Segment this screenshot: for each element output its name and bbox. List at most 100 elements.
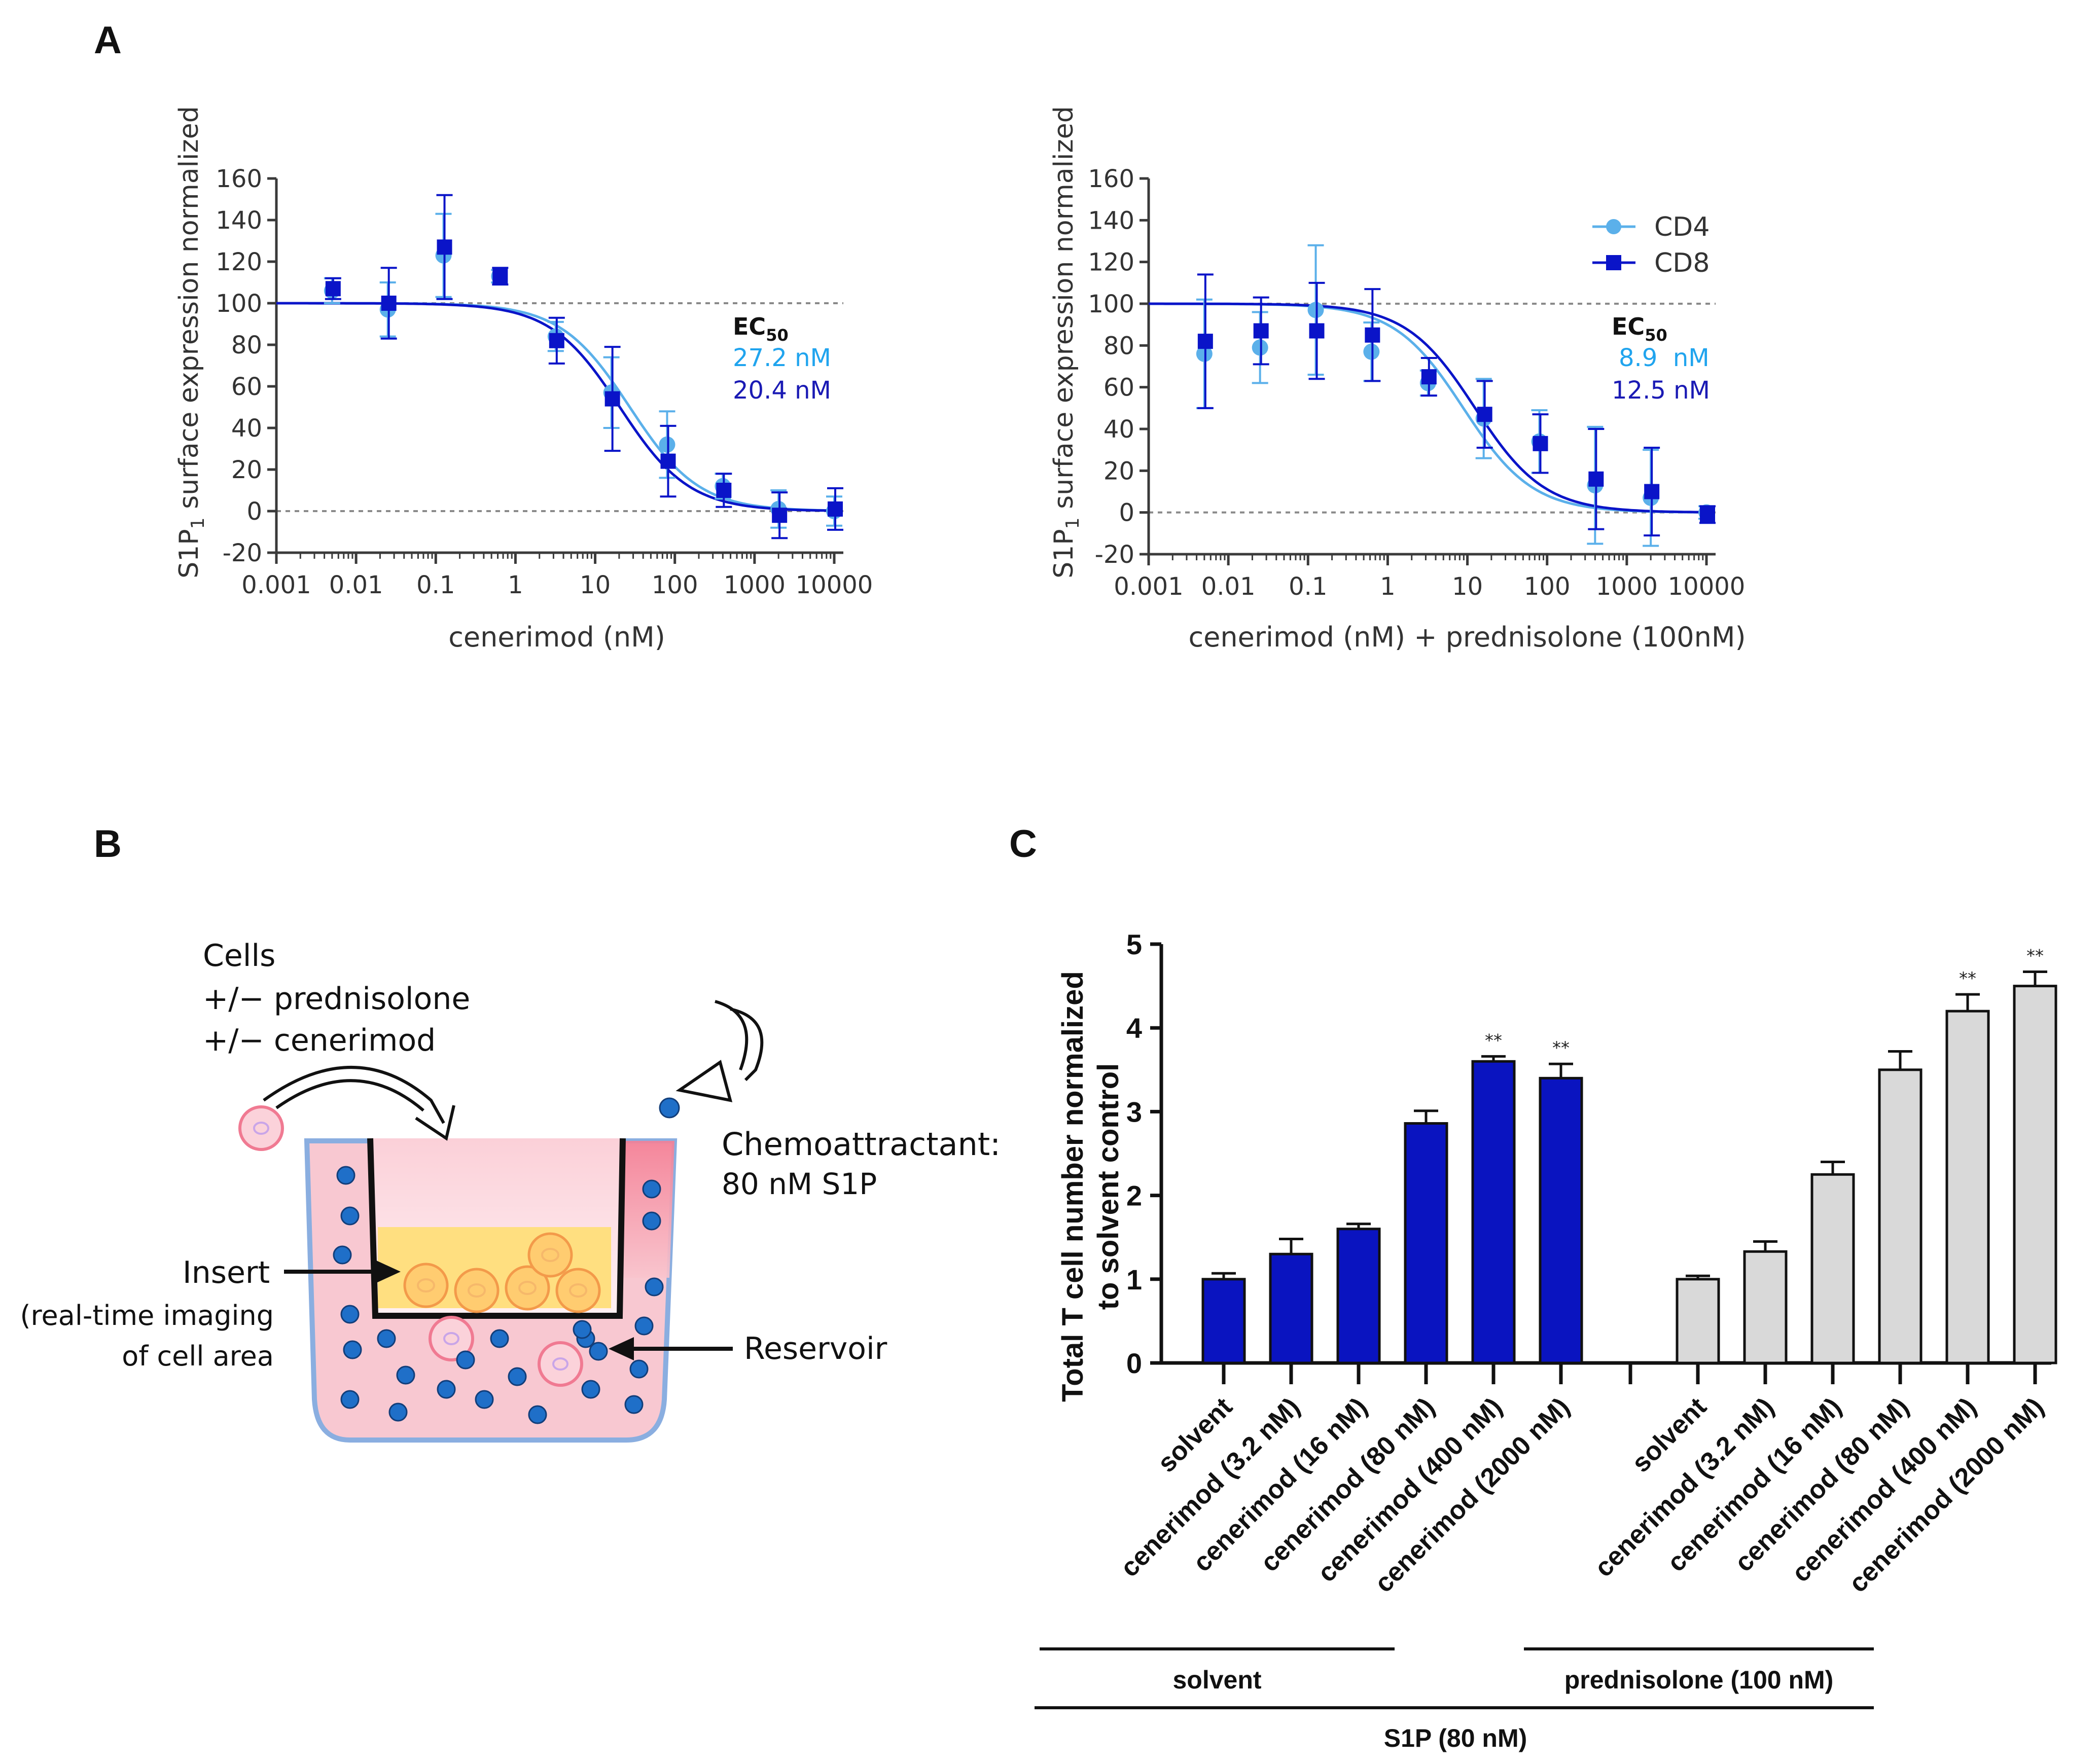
chart-a-left: S1P1 surface expression normalized -2002…: [174, 106, 873, 653]
s1p-dot: [642, 1179, 661, 1199]
s1p-dot: [340, 1206, 360, 1226]
cd8-point: [604, 391, 620, 407]
cd8-point: [772, 508, 788, 523]
a-left-y-label-pre: S1P: [174, 529, 204, 578]
c-y-axis-label-1: Total T cell number normalized: [1056, 971, 1089, 1402]
y-tick-label: 40: [231, 414, 262, 443]
legend-cd4-marker: [1606, 219, 1621, 234]
cd8-point: [1477, 407, 1492, 422]
significance-marker: **: [1552, 1038, 1570, 1058]
a-left-y-label-post: surface expression normalized: [174, 106, 204, 517]
a-left-y-label-sub: 1: [188, 517, 208, 529]
significance-marker: **: [2026, 946, 2044, 966]
s1p-dot: [456, 1350, 475, 1370]
panel-label-b: B: [94, 822, 122, 866]
c-y-tick-label: 3: [1126, 1096, 1142, 1128]
reservoir-arrow-head: [609, 1337, 634, 1360]
s1p-dot: [634, 1316, 654, 1336]
a-right-ec50-heading: EC50: [1612, 313, 1667, 345]
bar-prednisolone: [1676, 1278, 1720, 1364]
s1p-dot: [573, 1320, 592, 1339]
c-y-tick-label: 5: [1126, 928, 1142, 960]
c-y-tick-label: 1: [1126, 1264, 1142, 1296]
bar-solvent: [1539, 1076, 1583, 1364]
pink-cell-outside: [238, 1105, 284, 1151]
cd8-point: [1644, 484, 1660, 499]
bar-prednisolone: [1743, 1250, 1788, 1364]
x-tick-label: 10000: [1668, 572, 1746, 601]
x-tick-label: 100: [652, 571, 698, 599]
c-y-tick-label: 4: [1126, 1012, 1142, 1044]
legend-cd8-label: CD8: [1654, 248, 1710, 278]
group-label-solvent: solvent: [1172, 1666, 1261, 1694]
s1p-dot: [528, 1405, 547, 1424]
s1p-dot: [343, 1340, 362, 1359]
panel-label-a: A: [94, 19, 122, 62]
well-right-wall: [620, 1141, 674, 1278]
x-tick-label: 100: [1524, 572, 1571, 601]
cd8-point: [828, 501, 843, 517]
pink-cell: [538, 1341, 583, 1387]
chemo-label-1: Chemoattractant:: [722, 1126, 1001, 1163]
a-left-axes: -20 0 20 40 60 80 100 120 140 160 0.001 0.01 0.1 1 10 1…: [216, 165, 873, 599]
cd8-point: [381, 296, 397, 311]
cells-label-1: Cells: [203, 938, 275, 974]
y-tick-label: 120: [1088, 248, 1134, 277]
a-right-y-label-post: surface expression normalized: [1049, 106, 1079, 517]
x-tick-label: 10: [1452, 572, 1483, 601]
s1p-dot: [642, 1211, 661, 1231]
a-right-ec50-cd8: 12.5 nM: [1612, 376, 1710, 405]
c-y-tick-label: 2: [1126, 1180, 1142, 1212]
bar-solvent: [1269, 1252, 1313, 1364]
y-tick-label: 60: [231, 373, 262, 401]
x-tick-label: 0.001: [1114, 572, 1183, 601]
group-label-prednisolone: prednisolone (100 nM): [1564, 1666, 1834, 1694]
migrated-cells: [238, 1105, 583, 1387]
s1p-dot: [388, 1403, 408, 1422]
y-tick-label: 100: [1088, 290, 1134, 318]
y-tick-label: 0: [1119, 499, 1134, 527]
a-right-points: [1196, 244, 1716, 547]
x-tick-label: 0.1: [416, 571, 455, 599]
insert-cell: [454, 1268, 500, 1313]
x-tick-label: 1: [508, 571, 523, 599]
imaging-label-1: (real-time imaging: [20, 1300, 274, 1332]
legend-cd4-label: CD4: [1654, 212, 1710, 242]
cd8-point: [549, 333, 564, 348]
x-tick-label: 1000: [1596, 572, 1658, 601]
cd8-point: [660, 453, 676, 469]
y-tick-label: 140: [1088, 206, 1134, 235]
chart-a-right: S1P1 surface expression normalized -2002…: [1049, 106, 1746, 653]
a-left-ec50-cd8: 20.4 nM: [733, 376, 831, 405]
cd8-point: [1253, 323, 1269, 339]
cd8-fit-curve: [1149, 302, 1707, 514]
significance-marker: **: [1959, 968, 1976, 989]
bar-solvent: [1404, 1122, 1448, 1364]
s1p-bracket-label: S1P (80 nM): [1384, 1724, 1527, 1752]
insert-label: Insert: [183, 1255, 270, 1290]
a-left-ec50-sub: 50: [766, 326, 789, 345]
bar-prednisolone: [2013, 985, 2057, 1364]
s1p-dot: [475, 1390, 494, 1409]
cd8-point: [1197, 334, 1213, 349]
s1p-dot: [645, 1277, 664, 1297]
y-tick-label: 20: [1104, 457, 1134, 485]
x-tick-label: 0.01: [329, 571, 383, 599]
c-bars: ** ** ** **: [1201, 946, 2057, 1364]
y-tick-label: 100: [216, 290, 262, 318]
s1p-dot: [340, 1305, 360, 1324]
a-right-ec50-head: EC: [1612, 313, 1645, 340]
c-y-axis-label-2: to solvent control: [1092, 1063, 1125, 1310]
x-tick-label: 1000: [724, 571, 786, 599]
a-right-ec50-cd4: 8.9 nM: [1619, 344, 1710, 372]
legend-cd8-marker: [1606, 255, 1621, 270]
y-tick-label: 80: [231, 331, 262, 359]
insert-cell: [505, 1265, 550, 1311]
cd8-point: [492, 268, 508, 284]
a-right-x-axis-label: cenerimod (nM) + prednisolone (100nM): [1188, 621, 1746, 653]
a-left-ec50-head: EC: [733, 313, 766, 340]
insert-cell: [403, 1263, 449, 1308]
y-tick-label: 160: [1088, 165, 1134, 193]
